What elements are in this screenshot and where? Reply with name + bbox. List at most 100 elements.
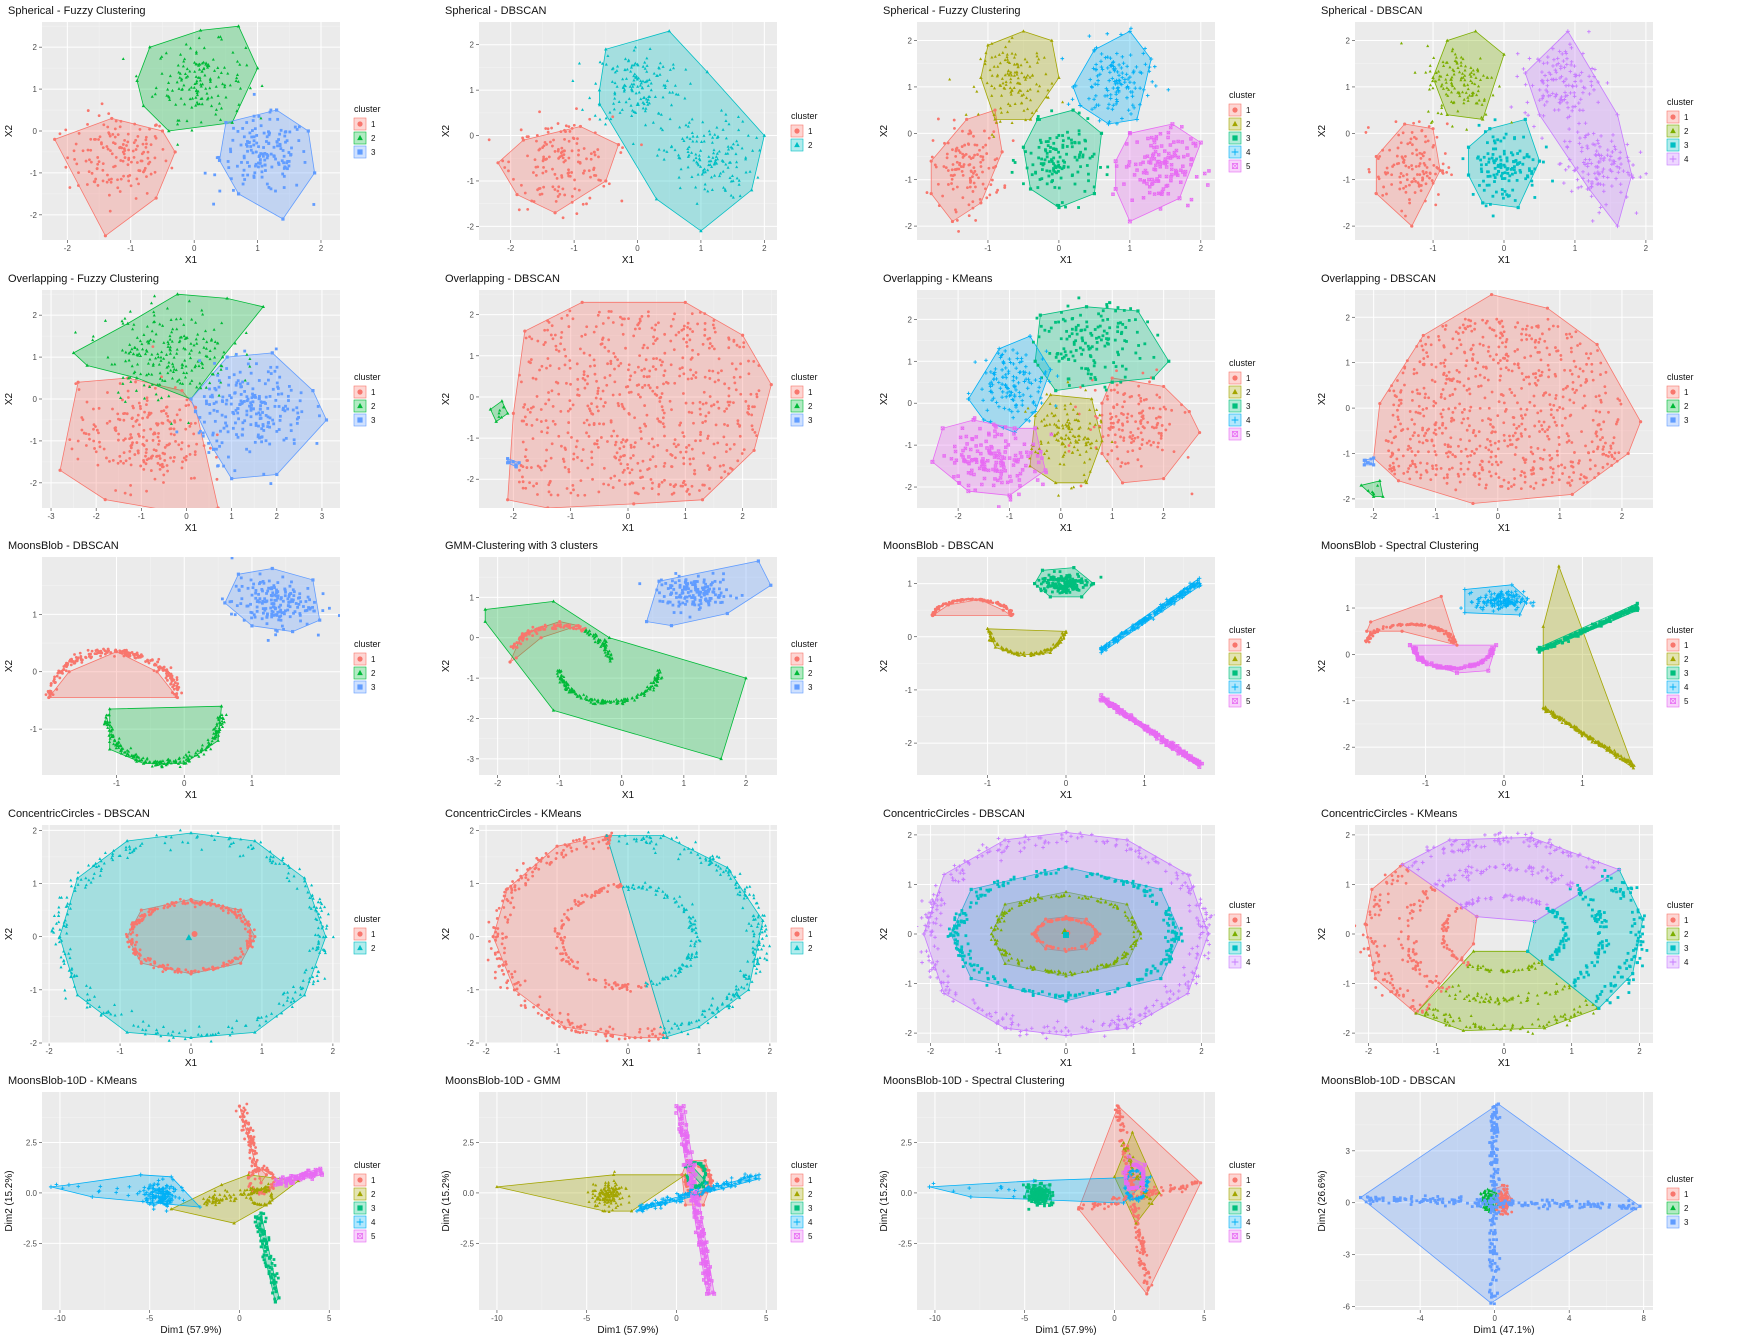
- data-point: [545, 419, 548, 422]
- data-point: [136, 135, 139, 138]
- data-point: [276, 382, 279, 385]
- data-point: [703, 334, 706, 337]
- data-point: [150, 173, 153, 176]
- data-point: [605, 384, 608, 387]
- data-point: [1408, 166, 1411, 169]
- data-point: [738, 425, 741, 428]
- data-point: [616, 435, 619, 438]
- data-point: [1521, 163, 1524, 166]
- data-point: [1093, 426, 1096, 429]
- data-point: [580, 459, 583, 462]
- data-point: [612, 430, 615, 433]
- data-point: [275, 348, 278, 351]
- data-point: [972, 190, 975, 193]
- data-point: [969, 186, 972, 189]
- data-point: [679, 367, 682, 370]
- data-point: [250, 136, 253, 139]
- data-point: [577, 494, 580, 497]
- data-point: [103, 448, 106, 451]
- data-point: [1071, 145, 1074, 148]
- data-point: [242, 174, 245, 177]
- data-point: [602, 185, 605, 188]
- data-point: [1424, 140, 1427, 143]
- data-point: [669, 483, 672, 486]
- data-point: [190, 477, 193, 480]
- data-point: [1152, 407, 1155, 410]
- data-point: [1506, 160, 1509, 163]
- x-tick-label: 2: [275, 512, 280, 521]
- data-point: [603, 376, 606, 379]
- data-point: [525, 466, 528, 469]
- data-point: [637, 393, 640, 396]
- data-point: [203, 421, 206, 424]
- y-tick-label: -1: [467, 434, 475, 443]
- data-point: [636, 384, 639, 387]
- data-point: [664, 369, 667, 372]
- data-point: [1070, 142, 1073, 145]
- data-point: [568, 399, 571, 402]
- data-point: [594, 131, 597, 134]
- x-axis-title: X1: [1498, 255, 1511, 266]
- data-point: [565, 124, 568, 127]
- data-point: [119, 190, 122, 193]
- data-point: [984, 144, 987, 147]
- data-point: [554, 334, 557, 337]
- data-point: [222, 465, 225, 468]
- data-point: [1083, 190, 1086, 193]
- data-point: [1136, 331, 1139, 334]
- data-point: [1057, 170, 1060, 173]
- data-point: [615, 441, 618, 444]
- data-point: [1071, 173, 1074, 176]
- data-point: [609, 362, 612, 365]
- data-point: [117, 133, 120, 136]
- data-point: [572, 458, 575, 461]
- data-point: [1114, 310, 1117, 313]
- data-point: [1078, 154, 1081, 157]
- data-point: [66, 156, 69, 159]
- data-point: [102, 146, 105, 149]
- data-point: [557, 494, 560, 497]
- data-point: [1485, 204, 1488, 207]
- data-point: [1571, 388, 1574, 391]
- data-point: [168, 442, 171, 445]
- data-point: [284, 405, 287, 408]
- data-point: [1115, 415, 1118, 418]
- data-point: [173, 419, 176, 422]
- data-point: [318, 414, 321, 417]
- data-point: [554, 150, 557, 153]
- data-point: [119, 382, 122, 385]
- data-point: [1143, 342, 1146, 345]
- data-point: [707, 411, 710, 414]
- data-point: [582, 172, 585, 175]
- y-tick-label: -1: [30, 437, 38, 446]
- data-point: [1107, 434, 1110, 437]
- data-point: [1487, 161, 1490, 164]
- data-point: [612, 486, 615, 489]
- data-point: [1403, 159, 1406, 162]
- legend-marker: [1232, 135, 1237, 140]
- data-point: [692, 457, 695, 460]
- data-point: [1469, 325, 1472, 328]
- data-point: [1653, 183, 1657, 187]
- data-point: [165, 159, 168, 162]
- data-point: [243, 155, 246, 158]
- data-point: [249, 145, 252, 148]
- data-point: [145, 451, 148, 454]
- data-point: [257, 434, 260, 437]
- data-point: [258, 379, 261, 382]
- data-point: [1155, 368, 1158, 371]
- data-point: [145, 136, 148, 139]
- data-point: [114, 165, 117, 168]
- data-point: [992, 130, 995, 133]
- data-point: [677, 443, 680, 446]
- data-point: [1038, 335, 1041, 338]
- data-point: [150, 143, 153, 146]
- data-point: [211, 396, 214, 399]
- data-point: [632, 335, 635, 338]
- data-point: [527, 408, 530, 411]
- data-point: [563, 348, 566, 351]
- data-point: [1030, 152, 1033, 155]
- hull-vertex-point: [230, 477, 233, 480]
